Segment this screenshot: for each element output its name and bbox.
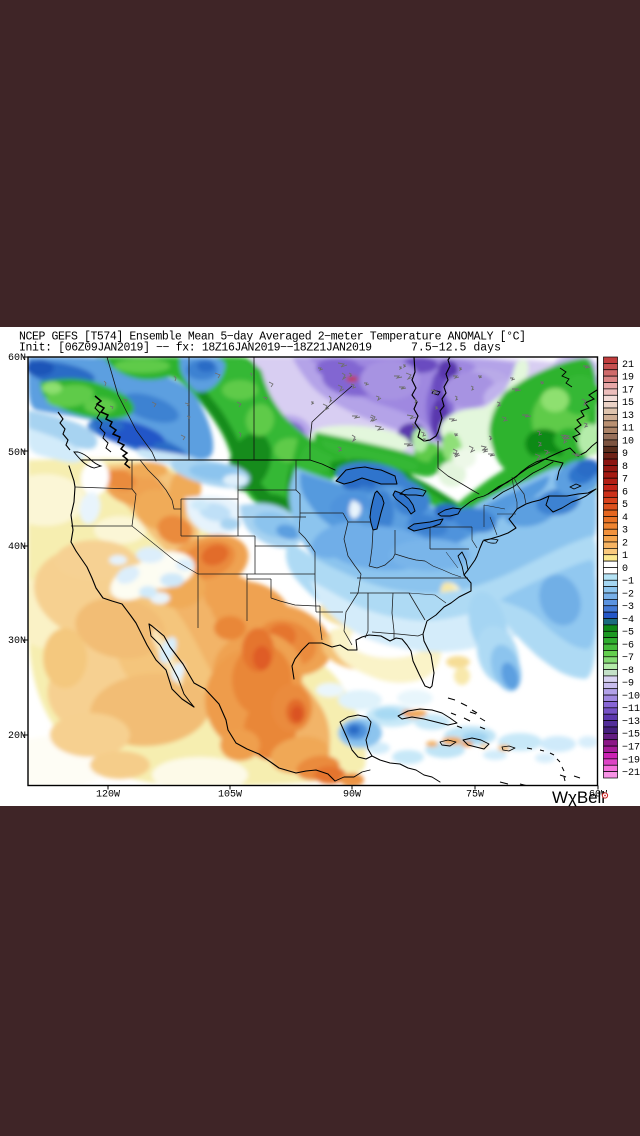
svg-text:11: 11 (622, 424, 634, 435)
svg-text:−5: −5 (622, 628, 634, 639)
svg-text:1: 1 (622, 551, 628, 562)
svg-text:−2: −2 (622, 589, 634, 600)
svg-text:20N: 20N (8, 731, 26, 742)
svg-text:−6: −6 (622, 640, 634, 651)
svg-text:15: 15 (622, 398, 634, 409)
svg-text:90W: 90W (343, 790, 361, 801)
svg-text:120W: 120W (96, 790, 120, 801)
svg-text:0: 0 (622, 564, 628, 575)
svg-text:10: 10 (622, 436, 634, 447)
svg-text:−11: −11 (622, 704, 640, 715)
svg-text:−15: −15 (622, 730, 640, 741)
svg-text:3: 3 (622, 526, 628, 537)
svg-text:30N: 30N (8, 636, 26, 647)
svg-text:−10: −10 (622, 692, 640, 703)
svg-text:−4: −4 (622, 615, 634, 626)
svg-text:105W: 105W (218, 790, 242, 801)
svg-text:60W: 60W (589, 790, 607, 801)
svg-text:8: 8 (622, 462, 628, 473)
svg-text:−7: −7 (622, 653, 634, 664)
svg-text:−19: −19 (622, 755, 640, 766)
svg-text:Init: [06Z09JAN2019] −− fx: 18: Init: [06Z09JAN2019] −− fx: 18Z16JAN2019… (19, 342, 372, 355)
svg-text:−13: −13 (622, 717, 640, 728)
svg-text:6: 6 (622, 487, 628, 498)
svg-text:7: 7 (622, 475, 628, 486)
svg-text:−9: −9 (622, 679, 634, 690)
svg-text:4: 4 (622, 513, 628, 524)
svg-text:7.5−12.5 days: 7.5−12.5 days (411, 342, 501, 355)
svg-text:5: 5 (622, 500, 628, 511)
svg-text:−17: −17 (622, 743, 640, 754)
svg-text:75W: 75W (466, 790, 484, 801)
svg-text:−8: −8 (622, 666, 634, 677)
svg-text:13: 13 (622, 411, 634, 422)
svg-text:2: 2 (622, 538, 628, 549)
svg-text:WχBell: WχBell (552, 788, 605, 807)
svg-text:19: 19 (622, 373, 634, 384)
svg-text:40N: 40N (8, 542, 26, 553)
svg-text:−21: −21 (622, 768, 640, 779)
svg-text:21: 21 (622, 360, 634, 371)
svg-text:50N: 50N (8, 448, 26, 459)
svg-text:60N: 60N (8, 353, 26, 364)
svg-text:−1: −1 (622, 577, 634, 588)
svg-text:−3: −3 (622, 602, 634, 613)
svg-text:9: 9 (622, 449, 628, 460)
svg-text:NCEP GEFS [T574] Ensemble Mean: NCEP GEFS [T574] Ensemble Mean 5−day Ave… (19, 331, 526, 344)
svg-text:17: 17 (622, 385, 634, 396)
